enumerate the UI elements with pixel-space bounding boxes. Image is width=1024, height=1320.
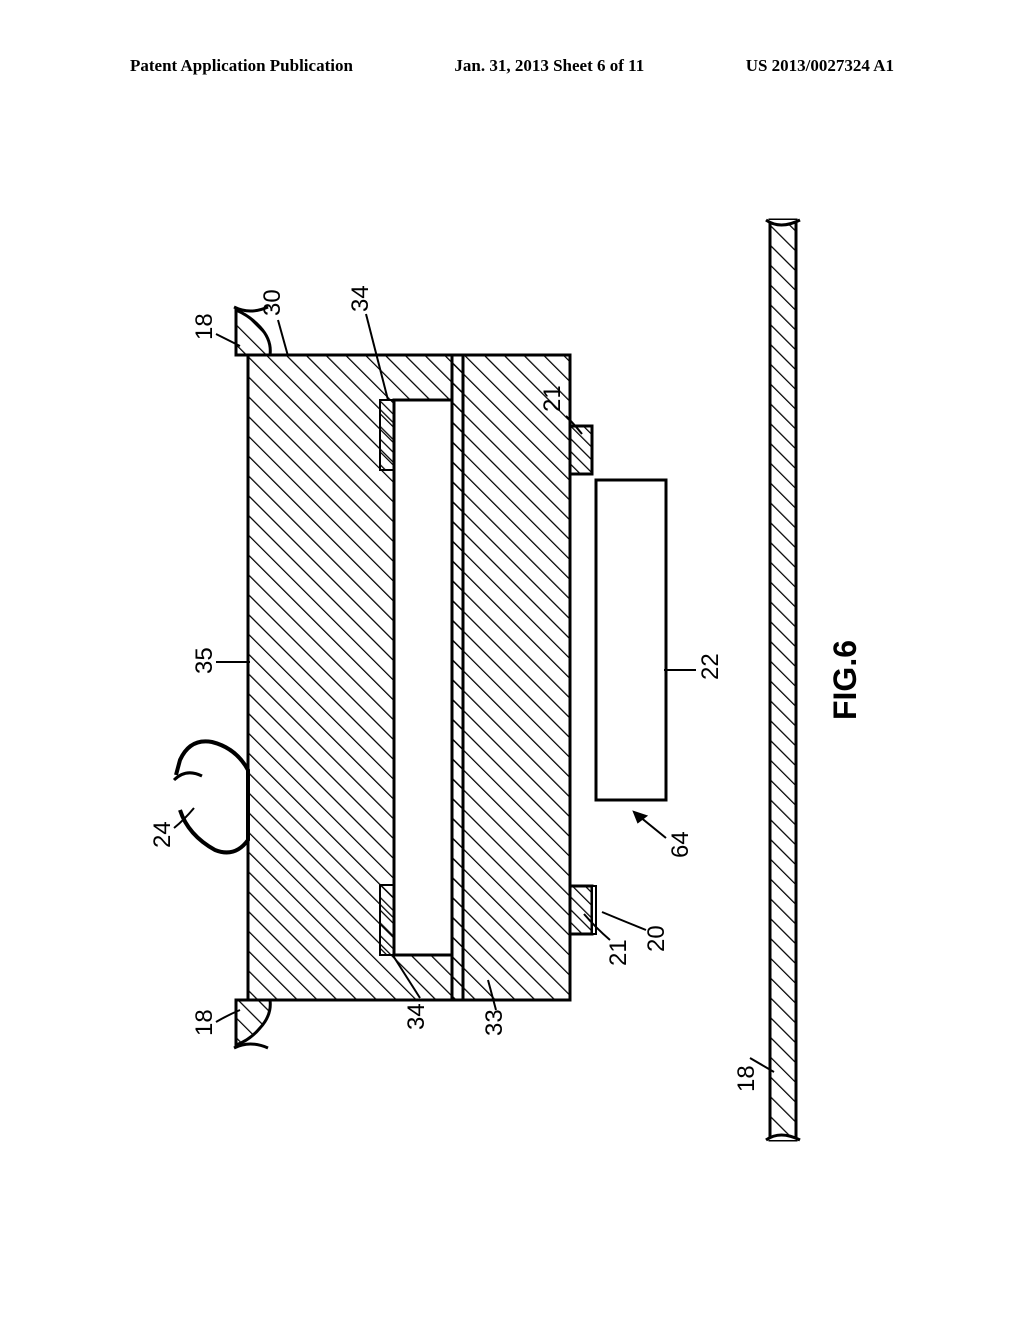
header-sheet-info: Jan. 31, 2013 Sheet 6 of 11	[454, 56, 644, 76]
figure-svg: 18 18 24 35 30 34 34 33 21 21 20 64 22 1…	[140, 180, 880, 1180]
ref-35: 35	[191, 647, 218, 674]
figure-label: FIG.6	[827, 640, 863, 720]
header-publication: Patent Application Publication	[130, 56, 353, 76]
ref-18-top-left: 18	[191, 1009, 218, 1036]
ref-21-left: 21	[605, 939, 632, 966]
ref-18-bottom-left: 18	[733, 1065, 760, 1092]
ref-34-right: 34	[347, 285, 374, 312]
finger-24	[174, 741, 248, 852]
ref-18-top-right: 18	[191, 313, 218, 340]
page-header: Patent Application Publication Jan. 31, …	[0, 56, 1024, 76]
support-22	[596, 480, 666, 800]
ref-20: 20	[643, 925, 670, 952]
ref-22: 22	[697, 653, 724, 680]
ref-24: 24	[149, 821, 176, 848]
ref-34-left: 34	[403, 1003, 430, 1030]
ref-64: 64	[667, 831, 694, 858]
window-gap	[394, 400, 452, 955]
tab-21-left	[570, 886, 592, 934]
housing-top-left	[234, 1000, 270, 1048]
ref-33: 33	[481, 1009, 508, 1036]
ref-30: 30	[259, 289, 286, 316]
housing-bottom	[766, 220, 800, 1140]
layer-33-34	[452, 355, 570, 1000]
header-document-number: US 2013/0027324 A1	[746, 56, 894, 76]
patent-figure: 18 18 24 35 30 34 34 33 21 21 20 64 22 1…	[140, 180, 880, 1180]
ref-21-right: 21	[539, 385, 566, 412]
